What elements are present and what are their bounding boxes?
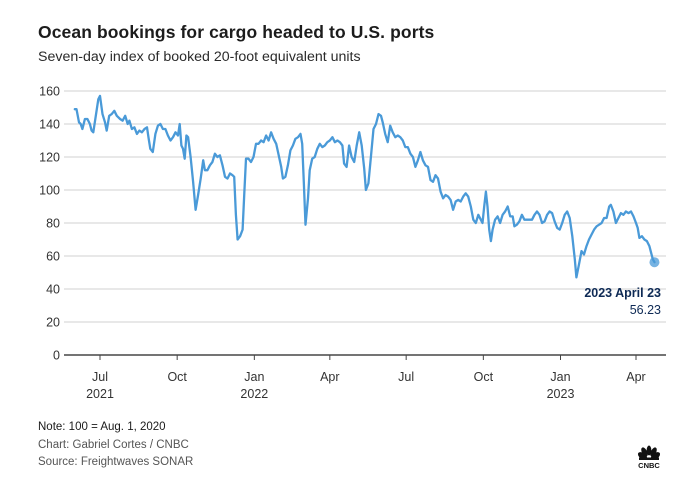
- series-line: [73, 94, 656, 279]
- cnbc-logo-icon: CNBC: [637, 445, 660, 470]
- y-tick-label: 120: [39, 151, 60, 165]
- svg-text:CNBC: CNBC: [638, 461, 660, 470]
- annotation-value-label: 56.23: [630, 303, 661, 317]
- x-tick-label: Oct: [167, 370, 187, 384]
- x-tick-label: Jul: [398, 370, 414, 384]
- gridlines: [64, 90, 666, 323]
- x-axis: Jul 2021 Oct Jan 2022 Apr Jul Oct Jan 2023 Apr: [64, 354, 666, 401]
- y-tick-label: 160: [39, 85, 60, 99]
- annotation-date-label: 2023 April 23: [584, 286, 661, 300]
- y-tick-label: 80: [46, 217, 60, 231]
- y-tick-label: 0: [53, 349, 60, 363]
- y-tick-label: 140: [39, 118, 60, 132]
- x-tick-year-label: 2022: [240, 387, 268, 401]
- y-tick-label: 40: [46, 283, 60, 297]
- x-tick-label: Oct: [474, 370, 494, 384]
- x-tick-label: Apr: [320, 370, 339, 384]
- x-tick-year-label: 2023: [547, 387, 575, 401]
- x-tick-label: Jan: [244, 370, 264, 384]
- x-tick-year-label: 2021: [86, 387, 114, 401]
- y-axis-tick-labels: 0 20 40 60 80 100 120 140 160: [39, 85, 60, 363]
- chart-title: Ocean bookings for cargo headed to U.S. …: [38, 22, 435, 42]
- chart-note: Note: 100 = Aug. 1, 2020: [38, 421, 166, 433]
- x-tick-label: Jul: [92, 370, 108, 384]
- x-tick-label: Apr: [626, 370, 645, 384]
- annotation-layer: 2023 April 23 56.23: [584, 257, 661, 317]
- last-point-marker: [649, 257, 660, 268]
- y-tick-label: 100: [39, 184, 60, 198]
- y-tick-label: 20: [46, 316, 60, 330]
- series-layer: [73, 94, 656, 279]
- chart-credit: Chart: Gabriel Cortes / CNBC: [38, 439, 189, 451]
- chart-source: Source: Freightwaves SONAR: [38, 456, 194, 468]
- y-tick-label: 60: [46, 250, 60, 264]
- x-tick-label: Jan: [550, 370, 570, 384]
- line-chart: 0 20 40 60 80 100 120 140 160 Jul 2021 Oct Jan 2022 A…: [39, 85, 666, 401]
- chart-subtitle: Seven-day index of booked 20-foot equiva…: [38, 49, 361, 65]
